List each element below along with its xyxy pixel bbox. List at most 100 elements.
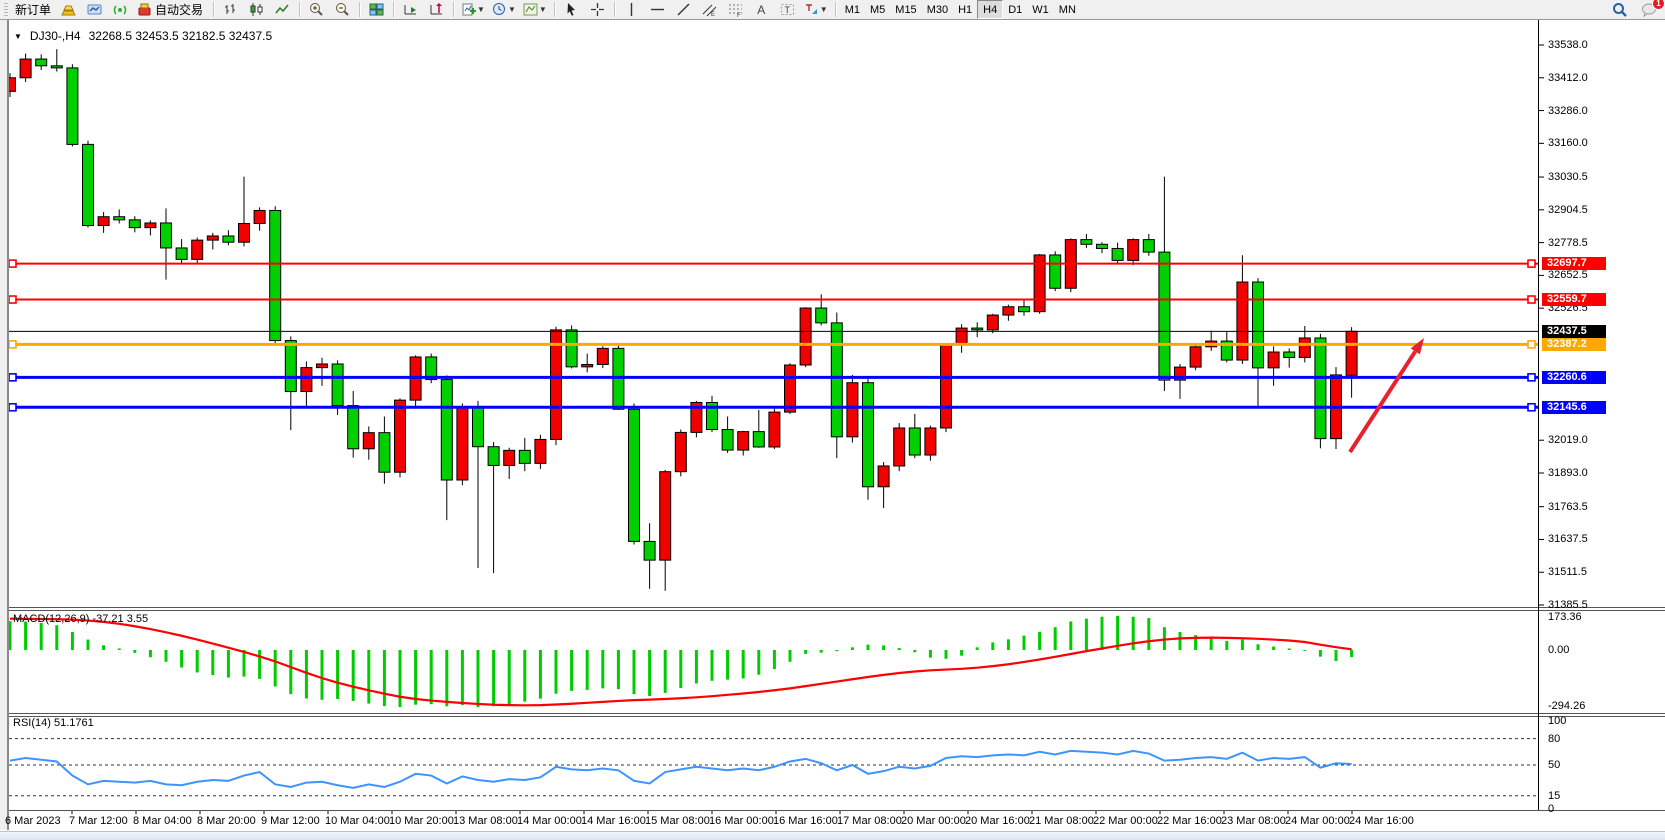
cursor-icon[interactable] [559,0,584,19]
bull-candle [394,399,406,473]
toolbar-grip[interactable] [4,2,8,17]
hline-left-marker [8,340,17,349]
time-axis-label: 14 Mar 16:00 [581,815,646,827]
timeframe-m5[interactable]: M5 [870,3,886,16]
toolbar: 新订单 自动交易 ▼ ▼ ▼ E F A T ▼ [0,0,1665,20]
zoom-in-icon[interactable] [304,0,329,19]
bull-candle [1189,346,1202,368]
new-order-button[interactable]: 新订单 [15,3,52,17]
timeframe-h4[interactable]: H4 [977,0,1004,19]
chart-title[interactable]: ▼ DJ30-,H4 32268.5 32453.5 32182.5 32437… [14,29,272,43]
text-icon[interactable]: A [757,2,766,17]
time-axis-label: 21 Mar 08:00 [1029,815,1094,827]
crosshair-icon[interactable] [585,0,610,19]
trend-arrow-line [1348,350,1417,454]
label-icon[interactable]: T [775,0,800,19]
bear-candle [35,58,48,67]
gold-icon[interactable] [56,0,81,19]
bear-candle [347,405,360,450]
bull-candle [206,235,219,241]
bull-candle [1174,366,1186,381]
bear-candle [113,216,126,221]
auto-scroll-icon[interactable] [398,0,423,19]
timeframe-w1[interactable]: W1 [1032,3,1049,16]
templates-icon[interactable]: ▼ [520,0,550,19]
macd-axis-tick: 173.36 [1548,611,1582,624]
bear-candle [269,209,282,342]
hline-price-label: 32697.7 [1542,257,1606,271]
bear-candle [66,67,79,145]
notifications-button[interactable]: 1 [1636,0,1665,19]
bull-candle [1002,306,1015,316]
zoom-out-icon[interactable] [330,0,355,19]
bear-candle [50,65,63,69]
time-axis-label: 13 Mar 08:00 [453,815,518,827]
bear-candle [752,431,765,448]
bear-candle [1096,243,1108,249]
bull-candle [768,411,781,448]
bull-candle [924,427,937,456]
bear-candle [908,427,921,456]
trendline-icon[interactable] [671,0,696,19]
time-axis-label: 8 Mar 04:00 [133,815,192,827]
bull-candle [1033,254,1046,313]
bull-candle [955,327,968,346]
macd-signal-line [9,617,1352,707]
periods-icon[interactable]: ▼ [489,0,519,19]
shapes-icon[interactable]: ▼ [801,0,831,19]
bear-candle [1314,337,1327,440]
auto-trading-label: 自动交易 [155,3,204,17]
bear-candle [1111,247,1124,261]
price-axis-tick: 33286.0 [1548,104,1588,117]
bull-candle [362,432,375,450]
candlestick-chart-icon[interactable] [244,0,269,19]
bull-candle [596,347,609,365]
chart-shift-icon[interactable] [424,0,449,19]
bear-candle [284,340,297,393]
bull-candle [846,382,859,438]
hline-left-marker [8,295,17,304]
vertical-line-icon[interactable] [619,0,644,19]
time-axis-label: 17 Mar 08:00 [837,815,902,827]
bear-candle [425,356,438,381]
timeframe-d1[interactable]: D1 [1008,3,1023,16]
time-axis-label: 6 Mar 2023 [5,815,61,827]
bear-candle [1283,351,1296,358]
bear-candle [815,307,828,324]
fibonacci-icon[interactable]: F [723,0,748,19]
bull-candle [877,465,890,488]
price-axis-tick: 33160.0 [1548,137,1588,150]
publish-icon[interactable] [82,0,107,19]
bull-candle [316,363,328,369]
bull-candle [550,329,562,440]
price-axis-tick: 33412.0 [1548,71,1588,84]
bear-candle [628,408,640,542]
search-icon[interactable] [1607,0,1632,19]
channel-icon[interactable]: E [697,0,722,19]
signal-icon[interactable] [108,0,133,19]
price-axis-tick: 31511.5 [1548,566,1587,579]
bull-candle [674,431,687,473]
timeframe-m30[interactable]: M30 [926,3,949,16]
add-indicator-icon[interactable]: ▼ [458,0,488,19]
time-axis-label: 8 Mar 20:00 [197,815,256,827]
bear-candle [706,401,718,431]
timeframe-h1[interactable]: H1 [958,3,973,16]
time-axis-label: 22 Mar 16:00 [1157,815,1222,827]
hline-price-label: 32145.6 [1542,400,1606,414]
bear-candle [971,327,984,331]
bull-candle [253,209,266,224]
bar-chart-icon[interactable] [218,0,243,19]
bear-candle [82,143,94,227]
line-chart-icon[interactable] [270,0,295,19]
auto-trading-button[interactable]: 自动交易 [134,0,209,19]
chevron-down-icon[interactable]: ▼ [14,31,22,41]
time-axis-label: 24 Mar 16:00 [1349,815,1414,827]
timeframe-m1[interactable]: M1 [844,3,860,16]
tile-windows-icon[interactable] [364,0,389,19]
timeframe-mn[interactable]: MN [1058,3,1076,16]
horizontal-line-icon[interactable] [645,0,670,19]
timeframe-m15[interactable]: M15 [895,3,917,16]
